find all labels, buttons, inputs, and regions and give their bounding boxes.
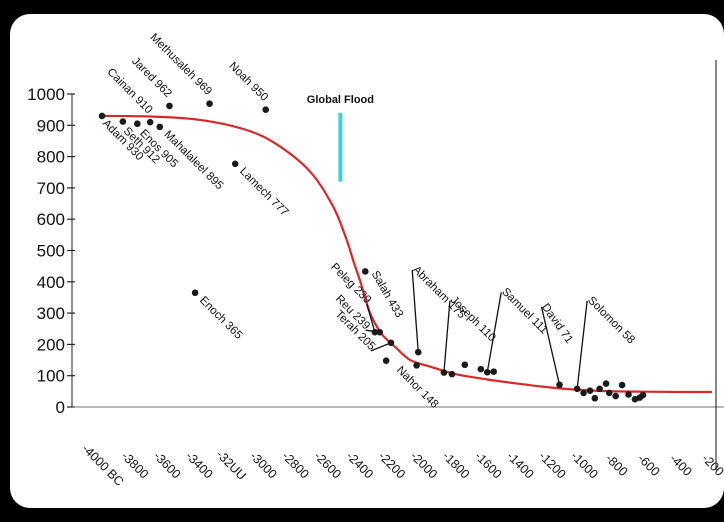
- leader-line: [576, 300, 588, 389]
- y-tick-label: 200: [37, 335, 65, 354]
- data-point: [573, 385, 581, 393]
- data-point: [586, 387, 594, 395]
- y-tick-label: 600: [37, 210, 65, 229]
- data-point: [625, 391, 632, 398]
- leader-line: [443, 300, 451, 373]
- leader-line: [366, 304, 376, 333]
- data-points: [98, 100, 647, 403]
- data-point: [602, 380, 610, 387]
- y-tick-label: 900: [37, 116, 65, 135]
- y-axis: 0 100 200 300 400 500 600 700 800 900 1000: [27, 85, 724, 417]
- y-tick-label: 1000: [27, 85, 65, 104]
- data-point: [387, 339, 395, 347]
- data-point: [639, 391, 647, 399]
- y-tick-label: 700: [37, 179, 65, 198]
- data-point: [262, 106, 270, 113]
- data-point: [119, 118, 127, 125]
- data-point: [477, 365, 485, 373]
- data-point: [376, 328, 384, 336]
- data-point: [605, 389, 613, 397]
- data-point: [440, 369, 448, 376]
- flood-marker: [338, 112, 343, 182]
- leader-line: [486, 292, 502, 373]
- trend-curve-layer: [101, 114, 712, 394]
- data-point: [371, 328, 379, 336]
- data-point: [98, 112, 106, 120]
- data-point: [580, 389, 587, 397]
- flood-annotation: Global Flood: [307, 94, 374, 182]
- data-point: [448, 370, 456, 378]
- data-point: [612, 392, 619, 400]
- data-point: [361, 268, 369, 275]
- y-tick-label: 500: [37, 242, 65, 261]
- data-point: [414, 348, 422, 356]
- data-point: [166, 102, 173, 110]
- plot-background: [10, 14, 724, 508]
- data-point: [231, 160, 239, 168]
- data-point: [556, 381, 563, 389]
- leader-line: [411, 270, 419, 353]
- leader-lines: [365, 270, 588, 389]
- data-point: [156, 123, 164, 131]
- data-point: [483, 368, 491, 376]
- leader-line: [370, 342, 392, 352]
- data-point: [461, 361, 469, 369]
- data-point: [382, 357, 390, 364]
- data-point: [146, 118, 154, 126]
- data-point: [206, 100, 213, 108]
- flood-label: Global Flood: [307, 94, 374, 106]
- y-tick-label: 300: [37, 304, 65, 323]
- data-point: [618, 381, 626, 389]
- y-tick-label: 0: [56, 398, 65, 417]
- data-point: [591, 394, 599, 402]
- trend-curve: [101, 114, 712, 394]
- y-tick-label: 800: [37, 148, 65, 167]
- y-tick-label: 100: [37, 367, 65, 386]
- y-tick-label: 400: [37, 273, 65, 292]
- data-point: [490, 368, 497, 375]
- data-point: [596, 385, 603, 393]
- data-point: [191, 289, 199, 297]
- data-point: [413, 362, 420, 369]
- leader-line: [540, 306, 561, 385]
- data-point: [134, 120, 141, 128]
